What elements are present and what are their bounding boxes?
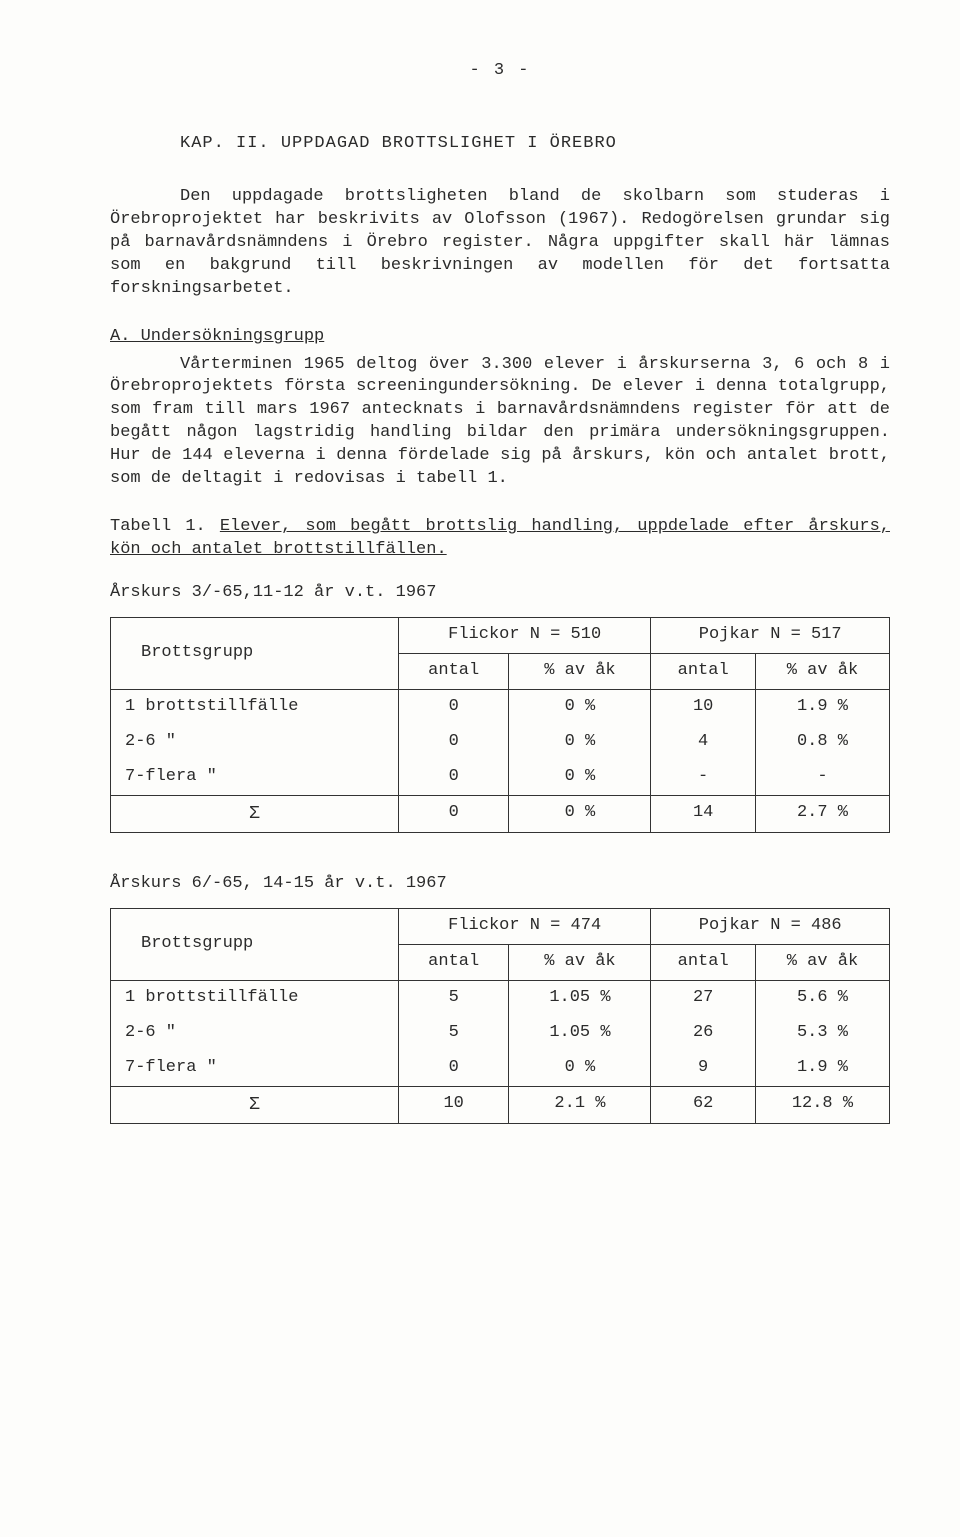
table-cell: 2.1 % (509, 1086, 651, 1123)
table-1-header-pct-p: % av åk (755, 653, 889, 689)
table-row: 1 brottstillfälle (111, 980, 399, 1015)
table-cell: 10 (398, 1086, 509, 1123)
section-a-heading: A. Undersökningsgrupp (110, 326, 890, 349)
table-cell: 5.3 % (755, 1016, 889, 1051)
table-cell: - (755, 760, 889, 795)
table-row-sum: Σ (111, 1086, 399, 1123)
table-1-header-pojkar: Pojkar N = 517 (651, 617, 890, 653)
table-row: 7-flera " (111, 1051, 399, 1086)
table-2-header-flickor: Flickor N = 474 (398, 908, 651, 944)
table-1-header-brottsgrupp: Brottsgrupp (111, 617, 399, 689)
table-cell: 2.7 % (755, 795, 889, 832)
table-cell: 14 (651, 795, 755, 832)
paragraph-section-a: Vårterminen 1965 deltog över 3.300 eleve… (110, 354, 890, 492)
table-row: 1 brottstillfälle (111, 689, 399, 724)
section-a-heading-text: A. Undersökningsgrupp (110, 327, 324, 346)
table-cell: 0 % (509, 795, 651, 832)
table-2-subhead: Årskurs 6/-65, 14-15 år v.t. 1967 (110, 873, 890, 896)
table-cell: 0 % (509, 725, 651, 760)
table-cell: 1.05 % (509, 1016, 651, 1051)
table-2-header-pct-f: % av åk (509, 944, 651, 980)
table-1: Brottsgrupp Flickor N = 510 Pojkar N = 5… (110, 617, 890, 833)
table-cell: 0 % (509, 689, 651, 724)
table-row: 7-flera " (111, 760, 399, 795)
table-2-header-brottsgrupp: Brottsgrupp (111, 908, 399, 980)
table-cell: 0 (398, 689, 509, 724)
table-1-caption: Tabell 1. Elever, som begått brottslig h… (110, 516, 890, 562)
table-cell: 0 (398, 1051, 509, 1086)
table-cell: 9 (651, 1051, 755, 1086)
table-1-caption-underline: Elever, som begått brottslig handling, u… (110, 517, 890, 559)
table-cell: 4 (651, 725, 755, 760)
table-cell: 5 (398, 1016, 509, 1051)
table-cell: 10 (651, 689, 755, 724)
chapter-title: KAP. II. UPPDAGAD BROTTSLIGHET I ÖREBRO (110, 133, 890, 156)
table-2: Brottsgrupp Flickor N = 474 Pojkar N = 4… (110, 908, 890, 1124)
table-2-header-pct-p: % av åk (755, 944, 889, 980)
table-1-header-flickor: Flickor N = 510 (398, 617, 651, 653)
table-cell: 12.8 % (755, 1086, 889, 1123)
table-row-sum: Σ (111, 795, 399, 832)
table-cell: 1.9 % (755, 689, 889, 724)
table-cell: 26 (651, 1016, 755, 1051)
table-2-header-antal-f: antal (398, 944, 509, 980)
table-1-caption-lead: Tabell 1. (110, 517, 220, 536)
table-cell: 62 (651, 1086, 755, 1123)
table-cell: - (651, 760, 755, 795)
table-2-header-antal-p: antal (651, 944, 755, 980)
table-1-header-pct-f: % av åk (509, 653, 651, 689)
table-cell: 0.8 % (755, 725, 889, 760)
table-2-header-pojkar: Pojkar N = 486 (651, 908, 890, 944)
table-cell: 0 % (509, 1051, 651, 1086)
table-cell: 0 % (509, 760, 651, 795)
table-1-header-antal-p: antal (651, 653, 755, 689)
table-row: 2-6 " (111, 725, 399, 760)
table-cell: 5 (398, 980, 509, 1015)
table-1-header-antal-f: antal (398, 653, 509, 689)
table-cell: 0 (398, 795, 509, 832)
paragraph-intro: Den uppdagade brottsligheten bland de sk… (110, 186, 890, 301)
table-row: 2-6 " (111, 1016, 399, 1051)
table-1-subhead: Årskurs 3/-65,11-12 år v.t. 1967 (110, 582, 890, 605)
table-cell: 0 (398, 760, 509, 795)
table-cell: 0 (398, 725, 509, 760)
table-cell: 27 (651, 980, 755, 1015)
table-cell: 5.6 % (755, 980, 889, 1015)
table-cell: 1.9 % (755, 1051, 889, 1086)
table-cell: 1.05 % (509, 980, 651, 1015)
page-number: - 3 - (110, 60, 890, 83)
